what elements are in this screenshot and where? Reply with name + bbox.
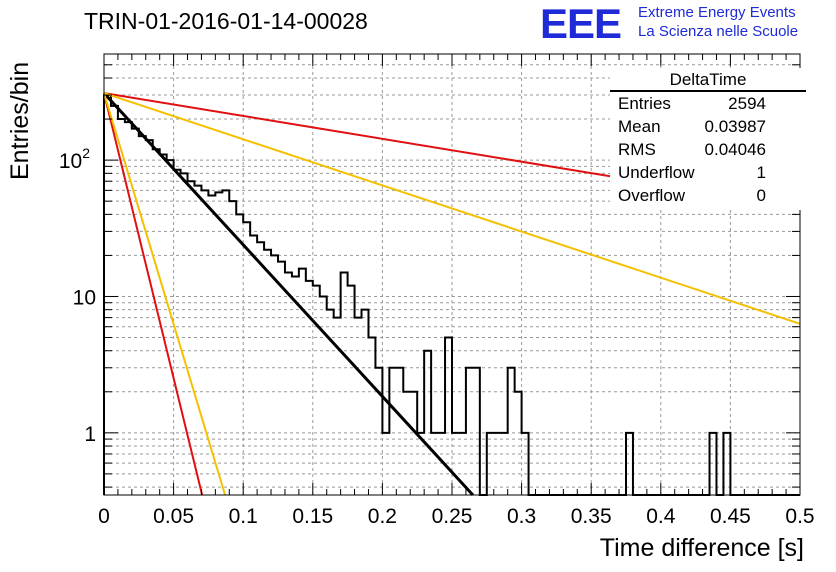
- stats-row-mean: Mean 0.03987: [610, 115, 806, 138]
- y-tick-label: 102: [59, 145, 90, 173]
- eee-logo: EEE: [540, 0, 622, 47]
- fit-curve-4: [103, 92, 801, 325]
- x-tick-label: 0.25: [432, 505, 473, 528]
- stats-underflow-label: Underflow: [618, 163, 695, 182]
- stats-overflow-label: Overflow: [618, 186, 686, 205]
- x-tick-label: 0.2: [368, 505, 397, 528]
- stats-divider: [610, 90, 806, 92]
- x-tick-label: 0.4: [646, 505, 676, 528]
- fit-curve-0: [102, 92, 474, 497]
- x-tick-label: 0: [98, 505, 110, 528]
- stats-overflow-value: 0: [756, 186, 766, 205]
- fit-curve-1: [103, 92, 204, 496]
- stats-entries-label: Entries: [618, 94, 671, 113]
- x-tick-label: 0.35: [571, 505, 612, 528]
- x-axis-label: Time difference [s]: [599, 534, 804, 562]
- stats-underflow-value: 1: [756, 163, 766, 182]
- org-name-line2: La Scienza nelle Scuole: [638, 23, 799, 40]
- fit-curve-2: [103, 92, 227, 496]
- y-tick-label: 10: [73, 286, 96, 309]
- stats-row-rms: RMS 0.04046: [610, 138, 806, 161]
- x-tick-label: 0.05: [153, 505, 194, 528]
- x-tick-label: 0.5: [785, 505, 814, 528]
- x-tick-label: 0.3: [507, 505, 536, 528]
- stats-row-underflow: Underflow 1: [610, 161, 806, 184]
- stats-rms-value: 0.04046: [704, 140, 766, 159]
- org-name-line1: Extreme Energy Events: [638, 4, 796, 21]
- stats-mean-value: 0.03987: [704, 117, 766, 136]
- x-tick-label: 0.15: [292, 505, 333, 528]
- stats-title: DeltaTime: [669, 70, 747, 89]
- y-tick-label: 1: [84, 423, 96, 446]
- run-title: TRIN-01-2016-01-14-00028: [84, 8, 368, 34]
- stats-row-entries: Entries 2594: [610, 92, 806, 115]
- stats-rms-label: RMS: [618, 140, 656, 159]
- stats-box: DeltaTime Entries 2594 Mean 0.03987 RMS …: [610, 68, 806, 210]
- tick-labels: 0 0.05 0.1 0.15 0.2 0.25 0.3 0.35 0.4 0.45 0.51101…: [59, 145, 815, 528]
- x-tick-label: 0.1: [229, 505, 258, 528]
- axis-ticks: [103, 53, 801, 495]
- y-axis-label: Entries/bin: [6, 61, 34, 180]
- stats-mean-label: Mean: [618, 117, 661, 136]
- stats-row-overflow: Overflow 0: [610, 184, 806, 207]
- stats-entries-value: 2594: [728, 94, 766, 113]
- x-tick-label: 0.45: [710, 505, 751, 528]
